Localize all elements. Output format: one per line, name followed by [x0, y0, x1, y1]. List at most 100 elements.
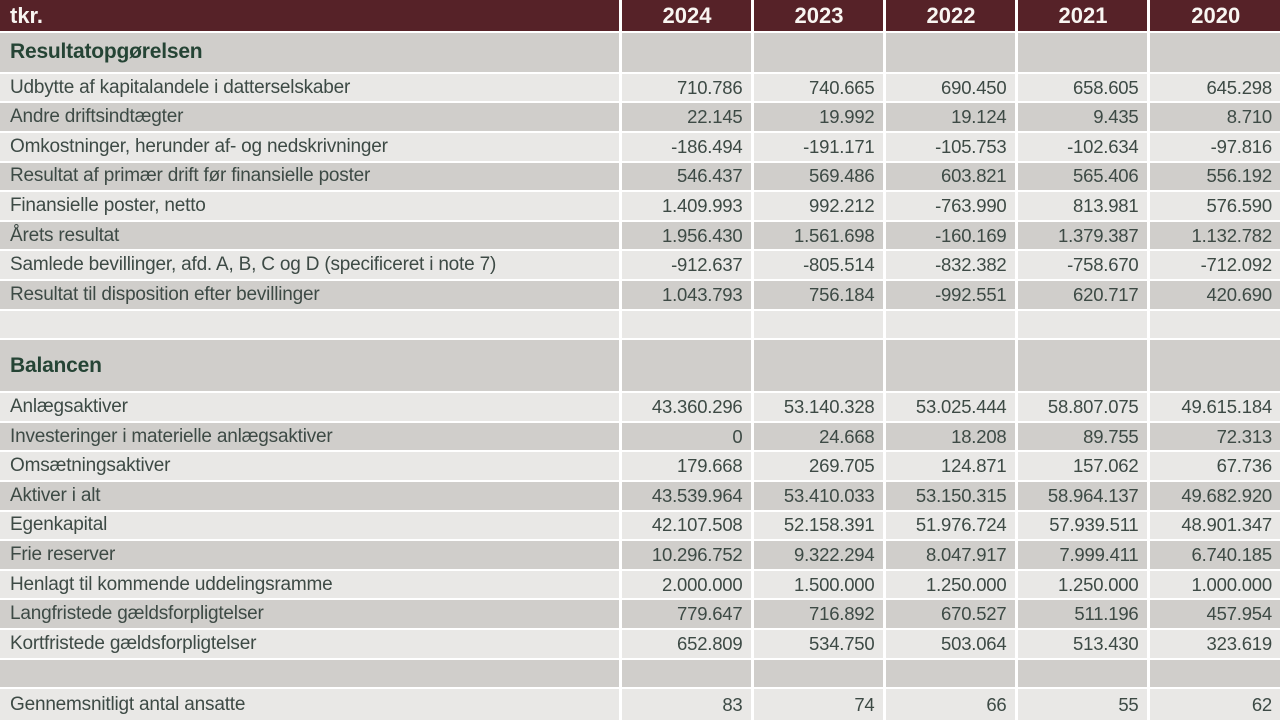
section-row-resultatopg-relsen: Resultatopgørelsen: [0, 32, 1280, 74]
spacer-cell: [882, 309, 1016, 341]
row-value-2022: 18.208: [882, 421, 1016, 453]
row-value-2024: 22.145: [618, 102, 752, 134]
row-value-2020: -97.816: [1146, 132, 1280, 163]
table-row-omkostninger-herunder-af-og-nedskrivninger: Omkostninger, herunder af- og nedskrivni…: [0, 132, 1280, 163]
row-value-2022: -832.382: [882, 250, 1016, 281]
spacer-cell: [750, 309, 884, 341]
row-value-2021: 511.196: [1014, 599, 1148, 630]
row-value-2021: 620.717: [1014, 279, 1148, 311]
spacer-row: [0, 309, 1280, 341]
section-empty-cell: [618, 339, 752, 394]
row-value-2020: 457.954: [1146, 599, 1280, 630]
table-row-anl-gsaktiver: Anlægsaktiver 43.360.296 53.140.328 53.025.…: [0, 392, 1280, 423]
row-value-2022: 53.025.444: [882, 392, 1016, 423]
row-value-2020: 72.313: [1146, 421, 1280, 453]
row-value-2020: 576.590: [1146, 191, 1280, 222]
row-value-2024: -912.637: [618, 250, 752, 281]
row-label: Henlagt til kommende uddelingsramme: [0, 569, 620, 601]
section-empty-cell: [882, 32, 1016, 74]
row-value-2024: 179.668: [618, 451, 752, 483]
row-value-2022: 66: [882, 688, 1016, 720]
row-value-2021: 1.379.387: [1014, 220, 1148, 252]
section-empty-cell: [1014, 339, 1148, 394]
row-value-2020: 645.298: [1146, 72, 1280, 104]
spacer-cell: [618, 309, 752, 341]
row-value-2024: 652.809: [618, 629, 752, 660]
row-label: Omsætningsaktiver: [0, 451, 620, 483]
spacer-cell: [1014, 658, 1148, 690]
section-row-balancen: Balancen: [0, 339, 1280, 394]
row-value-2021: 58.807.075: [1014, 392, 1148, 423]
year-header-2023: 2023: [750, 0, 884, 33]
row-value-2021: 157.062: [1014, 451, 1148, 483]
row-value-2023: 53.410.033: [750, 481, 884, 512]
table-row-investeringer-i-materielle-anl-gsaktiver: Investeringer i materielle anlægsaktiver…: [0, 421, 1280, 453]
row-value-2021: 813.981: [1014, 191, 1148, 222]
row-label: Samlede bevillinger, afd. A, B, C og D (…: [0, 250, 620, 281]
table-row-frie-reserver: Frie reserver 10.296.752 9.322.294 8.047.91…: [0, 540, 1280, 571]
section-title: Balancen: [0, 339, 620, 394]
row-value-2021: 7.999.411: [1014, 540, 1148, 571]
row-value-2022: 603.821: [882, 161, 1016, 193]
table-row-egenkapital: Egenkapital 42.107.508 52.158.391 51.976.72…: [0, 510, 1280, 542]
section-empty-cell: [1014, 32, 1148, 74]
row-value-2023: 756.184: [750, 279, 884, 311]
row-value-2023: 74: [750, 688, 884, 720]
section-empty-cell: [882, 339, 1016, 394]
row-value-2024: 83: [618, 688, 752, 720]
row-value-2022: -763.990: [882, 191, 1016, 222]
row-label: Omkostninger, herunder af- og nedskrivni…: [0, 132, 620, 163]
row-value-2022: 51.976.724: [882, 510, 1016, 542]
row-value-2020: 49.615.184: [1146, 392, 1280, 423]
row-value-2024: 546.437: [618, 161, 752, 193]
row-value-2022: 53.150.315: [882, 481, 1016, 512]
table-row-resultat-af-prim-r-drift-f-r-finansielle-poster: Resultat af primær drift før finansielle…: [0, 161, 1280, 193]
table-row-finansielle-poster-netto: Finansielle poster, netto 1.409.993 992.21…: [0, 191, 1280, 222]
row-value-2024: 42.107.508: [618, 510, 752, 542]
row-value-2020: -712.092: [1146, 250, 1280, 281]
row-value-2023: 9.322.294: [750, 540, 884, 571]
spacer-row: [0, 658, 1280, 690]
row-value-2023: 716.892: [750, 599, 884, 630]
row-value-2024: 43.539.964: [618, 481, 752, 512]
unit-header: tkr.: [0, 0, 620, 33]
table-row-henlagt-til-kommende-uddelingsramme: Henlagt til kommende uddelingsramme 2.000…: [0, 569, 1280, 601]
row-value-2021: 513.430: [1014, 629, 1148, 660]
row-label: Andre driftsindtægter: [0, 102, 620, 134]
row-value-2021: 55: [1014, 688, 1148, 720]
row-label: Anlægsaktiver: [0, 392, 620, 423]
row-value-2023: 19.992: [750, 102, 884, 134]
row-value-2021: 89.755: [1014, 421, 1148, 453]
table-header-row: tkr. 2024 2023 2022 2021 2020: [0, 0, 1280, 33]
row-value-2022: -105.753: [882, 132, 1016, 163]
year-header-2022: 2022: [882, 0, 1016, 33]
row-label: Kortfristede gældsforpligtelser: [0, 629, 620, 660]
section-empty-cell: [750, 339, 884, 394]
row-value-2022: 124.871: [882, 451, 1016, 483]
table-row-andre-driftsindt-gter: Andre driftsindtægter 22.145 19.992 19.124 9…: [0, 102, 1280, 134]
row-value-2020: 48.901.347: [1146, 510, 1280, 542]
spacer-cell: [618, 658, 752, 690]
row-value-2022: 670.527: [882, 599, 1016, 630]
row-label: Årets resultat: [0, 220, 620, 252]
table-row-udbytte-af-kapitalandele-i-datterselskaber: Udbytte af kapitalandele i datterselskab…: [0, 72, 1280, 104]
row-value-2020: 1.000.000: [1146, 569, 1280, 601]
row-label: Frie reserver: [0, 540, 620, 571]
row-value-2022: 1.250.000: [882, 569, 1016, 601]
row-value-2021: 658.605: [1014, 72, 1148, 104]
row-value-2020: 323.619: [1146, 629, 1280, 660]
row-value-2022: -160.169: [882, 220, 1016, 252]
row-label: Gennemsnitligt antal ansatte: [10, 693, 246, 715]
row-value-2023: 53.140.328: [750, 392, 884, 423]
row-label: Investeringer i materielle anlægsaktiver: [0, 421, 620, 453]
section-empty-cell: [1146, 32, 1280, 74]
row-value-2022: -992.551: [882, 279, 1016, 311]
row-value-2023: -805.514: [750, 250, 884, 281]
table-body: Resultatopgørelsen Udbytte af kapitalande…: [0, 32, 1280, 720]
row-label: Resultat til disposition efter bevilling…: [0, 279, 620, 311]
spacer-cell: [1146, 309, 1280, 341]
row-value-2024: 1.409.993: [618, 191, 752, 222]
row-value-2021: 58.964.137: [1014, 481, 1148, 512]
spacer-cell: [1014, 309, 1148, 341]
table-row-langfristede-g-ldsforpligtelser: Langfristede gældsforpligtelser 779.647 71…: [0, 599, 1280, 630]
